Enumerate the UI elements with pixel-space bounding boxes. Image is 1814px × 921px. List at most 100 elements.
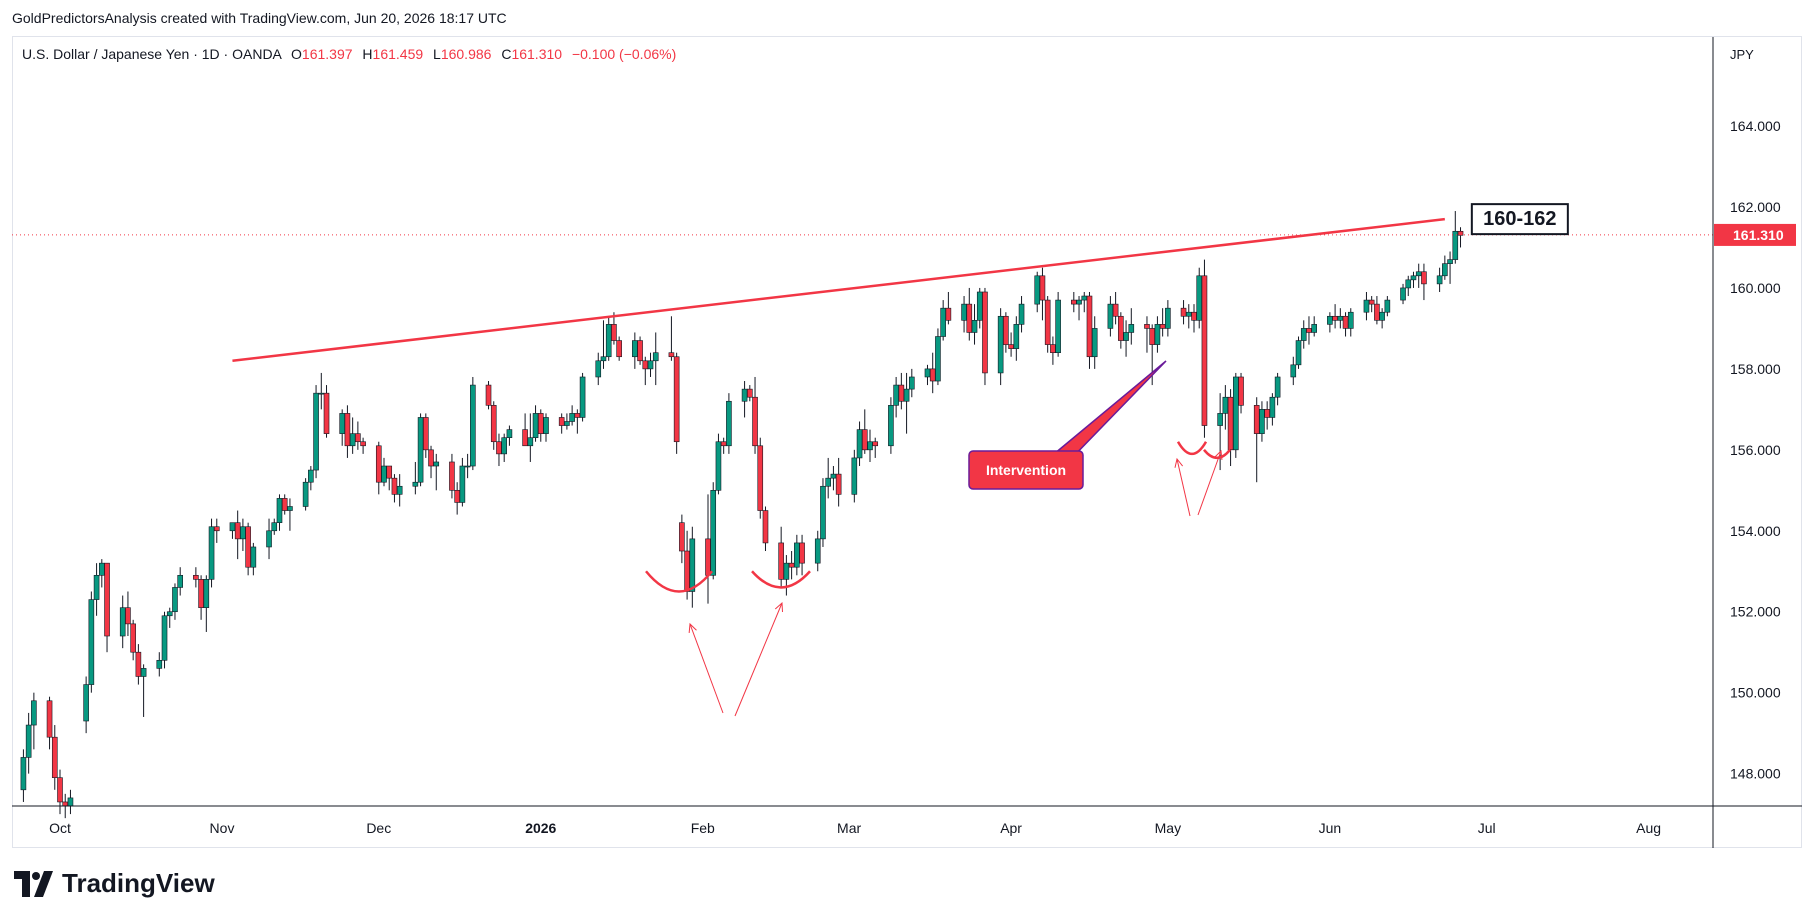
candle-body xyxy=(119,607,126,637)
high-label: H xyxy=(362,46,373,62)
candle-body xyxy=(433,461,440,467)
candle-body xyxy=(213,526,220,532)
candle-body xyxy=(1217,413,1223,426)
candle-body xyxy=(177,574,183,588)
x-tick-label: Dec xyxy=(366,820,391,836)
candle-body xyxy=(496,441,502,455)
candle-body xyxy=(1436,275,1443,285)
candle-body xyxy=(51,736,58,778)
candle-body xyxy=(814,538,821,564)
candle-body xyxy=(537,413,544,434)
candle-body xyxy=(830,473,837,479)
candle-body xyxy=(1112,303,1119,317)
open-label: O xyxy=(291,46,302,62)
candle-body xyxy=(726,400,732,447)
candle-body xyxy=(349,433,356,447)
arrow-up-right-2 xyxy=(1197,450,1222,516)
candle-body xyxy=(1290,364,1297,378)
candle-body xyxy=(861,429,868,451)
candle-body xyxy=(652,352,659,362)
candle-body xyxy=(569,413,575,422)
candle-body xyxy=(1379,311,1385,321)
low-label: L xyxy=(433,46,441,62)
candle-body xyxy=(1118,315,1124,341)
high-value: 161.459 xyxy=(372,46,424,62)
candle-body xyxy=(689,538,696,592)
y-tick-label: 162.000 xyxy=(1730,199,1781,215)
target-box xyxy=(1470,203,1569,236)
candle-body xyxy=(449,461,455,491)
candle-body xyxy=(940,307,946,337)
candle-body xyxy=(501,437,507,455)
candle-body xyxy=(1374,303,1380,321)
candle-body xyxy=(1253,405,1260,434)
candle-body xyxy=(835,473,842,495)
candle-body xyxy=(1384,299,1391,313)
candle-body xyxy=(976,291,983,321)
intervention-box xyxy=(968,450,1084,490)
intervention-label: Intervention xyxy=(986,462,1066,478)
candle-body xyxy=(318,392,325,395)
candle-body xyxy=(1400,287,1406,301)
candle-body xyxy=(966,303,973,333)
candle-body xyxy=(668,352,675,358)
candle-body xyxy=(1337,315,1344,321)
ohlc-legend: U.S. Dollar / Japanese Yen · 1D · OANDA … xyxy=(22,46,676,62)
symbol-label[interactable]: U.S. Dollar / Japanese Yen · 1D · OANDA xyxy=(22,46,282,62)
candle-body xyxy=(1238,376,1244,406)
candle-body xyxy=(632,340,638,358)
candle-body xyxy=(543,417,549,434)
candle-body xyxy=(1044,299,1051,345)
candle-body xyxy=(1039,275,1046,301)
candle-body xyxy=(1055,299,1061,353)
candle-body xyxy=(1159,324,1166,329)
candle-body xyxy=(1332,315,1338,321)
candle-body xyxy=(198,579,204,608)
annotations: 161.310 160-162 Intervention xyxy=(12,203,1796,717)
candle-body xyxy=(308,469,314,483)
candle-body xyxy=(93,574,100,600)
candle-body xyxy=(961,303,967,321)
candle-body xyxy=(1410,275,1417,281)
candle-body xyxy=(679,522,685,552)
candle-body xyxy=(125,607,131,625)
candle-body xyxy=(1165,307,1171,329)
x-tick-label: Apr xyxy=(1000,820,1022,836)
candle-body xyxy=(140,668,147,677)
low-value: 160.986 xyxy=(440,46,492,62)
axes: JPY 148.000 150.000 152.000 154.000 156.000 15… xyxy=(12,37,1802,848)
currency-label: JPY xyxy=(1730,47,1754,62)
tradingview-footer[interactable]: TradingView xyxy=(14,868,215,899)
candle-body xyxy=(391,477,398,495)
candle-body xyxy=(1300,328,1307,341)
candle-body xyxy=(1227,396,1234,451)
candle-body xyxy=(313,392,319,471)
y-tick-label: 150.000 xyxy=(1730,685,1781,701)
candle-body xyxy=(25,724,32,758)
candle-body xyxy=(172,587,178,613)
candle-body xyxy=(1128,324,1135,333)
change-value: −0.100 (−0.06%) xyxy=(571,46,677,62)
candle-body xyxy=(1306,328,1312,333)
candle-body xyxy=(867,441,873,451)
candle-body xyxy=(1447,259,1453,264)
candle-body xyxy=(1081,295,1088,301)
candle-body xyxy=(1363,299,1370,313)
candle-body xyxy=(595,360,602,378)
candle-body xyxy=(31,700,37,726)
candle-body xyxy=(747,388,753,398)
candle-body xyxy=(193,574,199,580)
candle-body xyxy=(375,445,382,483)
candle-body xyxy=(417,417,424,483)
candle-body xyxy=(1154,324,1161,345)
candle-body xyxy=(1452,230,1459,260)
open-value: 161.397 xyxy=(301,46,353,62)
x-tick-label: Nov xyxy=(210,820,235,836)
candle-body xyxy=(820,485,826,540)
bottom-curve-2 xyxy=(751,570,811,589)
candle-body xyxy=(1107,303,1114,329)
candle-body xyxy=(1076,299,1082,305)
candle-body xyxy=(1144,324,1150,329)
candle-body xyxy=(872,441,879,447)
